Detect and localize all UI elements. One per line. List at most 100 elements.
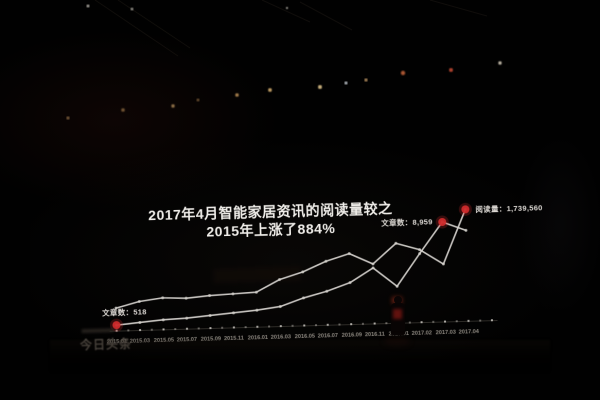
x-axis-label: 2015.09 bbox=[200, 335, 221, 342]
x-axis-tick-dot bbox=[150, 328, 153, 331]
stage-light bbox=[498, 61, 502, 65]
x-axis-label: 2016.07 bbox=[317, 331, 339, 339]
x-axis-tick-dot bbox=[408, 321, 411, 324]
x-axis-tick-dot bbox=[174, 328, 177, 331]
x-axis-tick-dot bbox=[385, 322, 388, 325]
data-point bbox=[185, 316, 189, 320]
presenter-body bbox=[391, 303, 405, 335]
truss-line bbox=[94, 0, 179, 57]
x-axis-label: 2016.01 bbox=[247, 333, 268, 341]
x-axis-label: 2015.05 bbox=[153, 336, 174, 344]
data-point bbox=[254, 290, 258, 294]
x-axis-tick-dot bbox=[314, 324, 318, 327]
series-line-reads bbox=[115, 208, 467, 309]
x-axis-tick-dot bbox=[490, 319, 493, 322]
truss-line bbox=[429, 0, 488, 17]
x-axis-tick-dot bbox=[479, 319, 482, 322]
data-point bbox=[301, 270, 305, 274]
x-axis-label: 2015.11 bbox=[224, 334, 245, 342]
stage-light bbox=[66, 116, 70, 120]
data-point bbox=[441, 262, 445, 266]
truss-lines bbox=[94, 0, 488, 57]
x-axis-tick-dot bbox=[455, 320, 458, 323]
data-point bbox=[161, 318, 165, 322]
data-point bbox=[138, 320, 142, 324]
x-axis-label: 2016.11 bbox=[364, 330, 385, 338]
data-point bbox=[114, 306, 118, 310]
stage-light bbox=[196, 98, 200, 102]
data-point bbox=[395, 284, 399, 288]
point-label-articles-end: 文章数：8,959 bbox=[381, 217, 433, 228]
stage-light bbox=[121, 108, 125, 112]
data-point-marker bbox=[112, 321, 121, 330]
stage-light bbox=[400, 70, 406, 76]
x-axis-tick-dot bbox=[420, 321, 423, 324]
data-point bbox=[137, 300, 141, 304]
stage-lights bbox=[66, 4, 502, 120]
x-axis-tick-dot bbox=[444, 320, 447, 323]
stage-light bbox=[268, 88, 272, 92]
x-axis-label: 2017.04 bbox=[458, 328, 479, 335]
data-point bbox=[184, 296, 188, 300]
data-point bbox=[278, 305, 282, 309]
x-axis-tick-dot bbox=[232, 326, 235, 329]
x-axis-tick-dot bbox=[279, 325, 282, 328]
series-line-articles bbox=[115, 221, 467, 326]
x-axis-label: 2016.03 bbox=[270, 333, 292, 341]
x-axis-tick-dot bbox=[326, 323, 329, 326]
x-axis-tick-dot bbox=[127, 329, 130, 332]
x-axis-tick-dot bbox=[268, 325, 271, 328]
stage-light bbox=[449, 68, 453, 72]
truss-line bbox=[117, 0, 191, 49]
data-point-marker bbox=[438, 218, 447, 227]
x-axis-tick-dot bbox=[256, 325, 259, 328]
x-axis-label: 2015.07 bbox=[177, 335, 198, 343]
data-point bbox=[161, 296, 165, 300]
x-axis-tick-dot bbox=[209, 327, 212, 330]
x-axis-tick-dot bbox=[303, 324, 306, 327]
x-axis-tick-dot bbox=[338, 323, 341, 326]
data-point bbox=[232, 311, 236, 315]
x-axis-label: 2017.03 bbox=[435, 328, 456, 336]
data-point bbox=[371, 266, 375, 270]
x-axis-tick-dot bbox=[197, 327, 200, 330]
x-axis-tick-dot bbox=[361, 322, 364, 325]
truss-line bbox=[299, 1, 353, 31]
stage-light bbox=[364, 78, 368, 82]
presenter-red-badge bbox=[393, 309, 402, 319]
stage-light bbox=[171, 104, 175, 108]
data-point bbox=[278, 278, 282, 282]
x-axis-tick-dot bbox=[350, 323, 353, 326]
data-point bbox=[464, 228, 468, 232]
x-axis-tick-dot bbox=[244, 326, 247, 329]
data-point bbox=[302, 296, 306, 300]
presenter-floor-reflection bbox=[384, 337, 410, 346]
x-axis-tick-dot bbox=[432, 320, 435, 323]
data-point bbox=[231, 292, 235, 296]
data-point bbox=[347, 252, 351, 256]
presenter-head bbox=[394, 296, 402, 304]
data-point bbox=[324, 259, 328, 263]
x-axis-label: 2016.09 bbox=[341, 331, 362, 339]
data-point bbox=[325, 289, 329, 293]
x-axis-tick-dot bbox=[221, 326, 224, 329]
stage-light bbox=[285, 6, 289, 10]
x-axis-label: 2015.03 bbox=[130, 337, 151, 344]
x-axis-tick-dot bbox=[373, 322, 376, 325]
stage-light bbox=[235, 93, 239, 97]
x-axis-label: 2016.05 bbox=[294, 332, 315, 340]
data-point-marker bbox=[461, 205, 470, 214]
x-axis-tick-dot bbox=[115, 329, 118, 332]
data-point bbox=[208, 294, 212, 298]
stage-light bbox=[130, 7, 134, 11]
stage-light bbox=[344, 81, 348, 85]
data-point bbox=[208, 313, 212, 317]
truss-line bbox=[261, 0, 311, 23]
toutiao-logo: 今日头条 bbox=[79, 336, 133, 353]
x-axis-tick-dot bbox=[291, 324, 294, 327]
x-axis-label: 2017.02 bbox=[411, 329, 433, 337]
